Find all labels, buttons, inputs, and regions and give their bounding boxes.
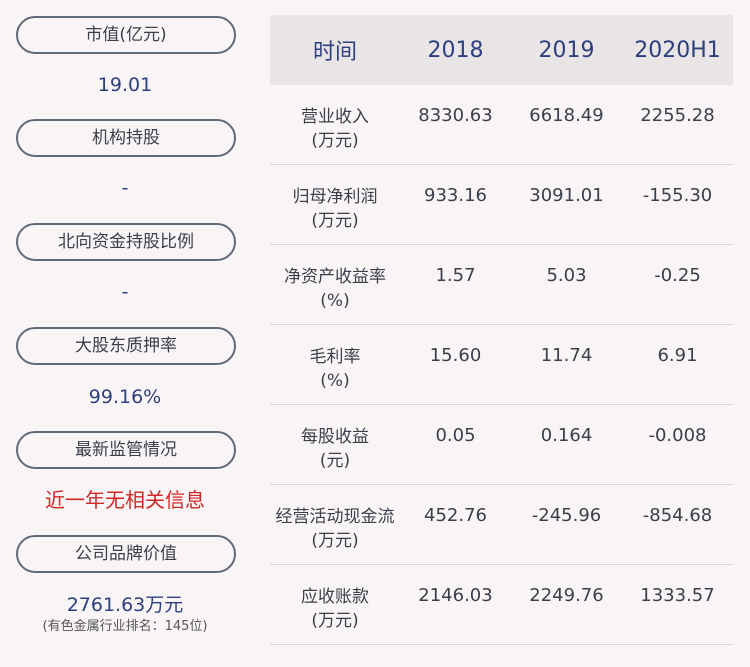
brand-value-rank-note: (有色金属行业排名：145位) — [42, 619, 208, 634]
row-label: 毛利率 (%) — [309, 347, 361, 391]
table-row: 经营活动现金流 (万元) 452.76 -245.96 -854.68 — [270, 485, 733, 565]
financial-table: 时间 2018 2019 2020H1 营业收入 (万元) 8330.63 661… — [270, 15, 733, 645]
row-label: 每股收益 (元) — [301, 427, 369, 471]
cell-value: -155.30 — [642, 185, 713, 206]
cell-value: 8330.63 — [418, 105, 493, 126]
table-row: 毛利率 (%) 15.60 11.74 6.91 — [270, 325, 733, 405]
row-label: 经营活动现金流 (万元) — [275, 507, 395, 551]
header-2018: 2018 — [427, 37, 484, 63]
cell-value: -0.25 — [654, 265, 701, 286]
cell-value: 5.03 — [546, 265, 587, 286]
regulatory-status-label: 最新监管情况 — [16, 431, 236, 469]
pledge-ratio-label: 大股东质押率 — [16, 327, 236, 365]
cell-value: 11.74 — [540, 345, 593, 366]
cell-value: 15.60 — [429, 345, 482, 366]
cell-value: -854.68 — [642, 505, 713, 526]
northbound-holding-label: 北向资金持股比例 — [16, 223, 236, 261]
regulatory-status-value: 近一年无相关信息 — [45, 488, 205, 512]
cell-value: 2249.76 — [529, 585, 604, 606]
northbound-holding-value: - — [121, 281, 129, 303]
header-2020h1: 2020H1 — [634, 37, 721, 63]
cell-value: 6.91 — [657, 345, 698, 366]
table-row: 归母净利润 (万元) 933.16 3091.01 -155.30 — [270, 165, 733, 245]
cell-value: 933.16 — [424, 185, 487, 206]
table-row: 每股收益 (元) 0.05 0.164 -0.008 — [270, 405, 733, 485]
brand-value-value: 2761.63万元 — [66, 594, 184, 616]
company-summary-panel: 市值(亿元) 19.01 机构持股 - 北向资金持股比例 - 大股东质押率 99… — [0, 0, 250, 667]
cell-value: -245.96 — [531, 505, 602, 526]
pledge-ratio-value: 99.16% — [88, 386, 162, 408]
cell-value: 1.57 — [435, 265, 476, 286]
row-label: 净资产收益率 (%) — [284, 267, 386, 311]
row-label: 归母净利润 (万元) — [292, 187, 378, 231]
header-period: 时间 — [312, 40, 357, 65]
cell-value: 1333.57 — [640, 585, 715, 606]
cell-value: 0.164 — [540, 425, 593, 446]
cell-value: 2146.03 — [418, 585, 493, 606]
table-header: 时间 2018 2019 2020H1 — [270, 15, 733, 85]
cell-value: 3091.01 — [529, 185, 604, 206]
header-2019: 2019 — [538, 37, 595, 63]
row-label: 营业收入 (万元) — [301, 107, 369, 151]
market-cap-value: 19.01 — [97, 74, 153, 96]
cell-value: 2255.28 — [640, 105, 715, 126]
institutional-holding-label: 机构持股 — [16, 119, 236, 157]
table-row: 应收账款 (万元) 2146.03 2249.76 1333.57 — [270, 565, 733, 645]
cell-value: -0.008 — [648, 425, 707, 446]
row-label: 应收账款 (万元) — [301, 587, 369, 631]
institutional-holding-value: - — [121, 177, 129, 199]
table-row: 净资产收益率 (%) 1.57 5.03 -0.25 — [270, 245, 733, 325]
brand-value-label: 公司品牌价值 — [16, 535, 236, 573]
market-cap-label: 市值(亿元) — [16, 16, 236, 54]
cell-value: 0.05 — [435, 425, 476, 446]
cell-value: 452.76 — [424, 505, 487, 526]
table-row: 营业收入 (万元) 8330.63 6618.49 2255.28 — [270, 85, 733, 165]
cell-value: 6618.49 — [529, 105, 604, 126]
